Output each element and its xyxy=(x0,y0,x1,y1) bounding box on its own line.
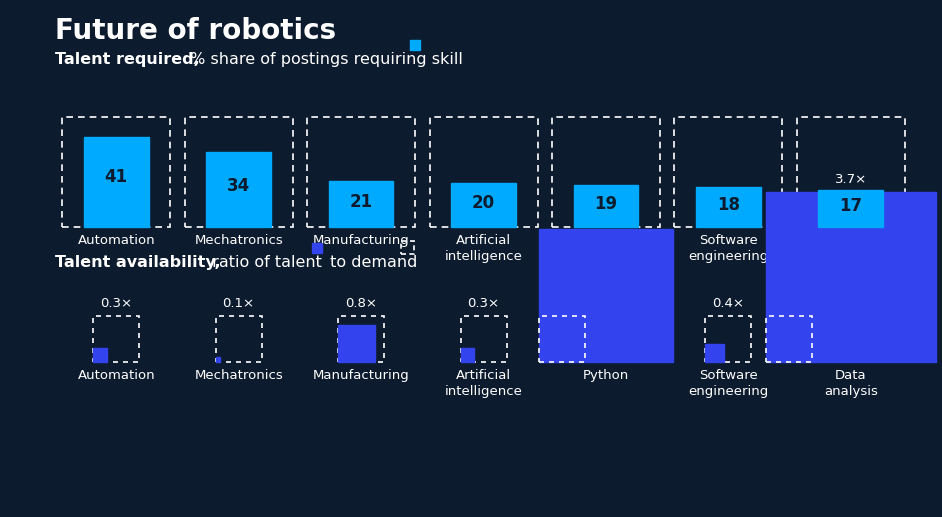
Text: Software
engineering: Software engineering xyxy=(689,234,769,263)
Bar xyxy=(766,192,936,362)
Text: Python: Python xyxy=(583,234,629,247)
Text: 0.3×: 0.3× xyxy=(467,297,499,310)
Text: 41: 41 xyxy=(105,169,128,187)
Bar xyxy=(410,40,420,50)
Bar xyxy=(461,348,475,362)
Text: Manufacturing: Manufacturing xyxy=(313,369,410,382)
Bar xyxy=(819,190,884,227)
Text: ratio of talent: ratio of talent xyxy=(207,255,322,270)
Text: 17: 17 xyxy=(839,197,862,216)
Text: Software
engineering: Software engineering xyxy=(689,369,769,398)
Bar xyxy=(696,187,761,227)
Text: to demand: to demand xyxy=(325,255,417,270)
Text: Automation: Automation xyxy=(77,234,155,247)
Text: 0.3×: 0.3× xyxy=(100,297,132,310)
Text: Future of robotics: Future of robotics xyxy=(55,17,336,45)
Text: Manufacturing: Manufacturing xyxy=(313,234,410,247)
Bar xyxy=(338,325,375,362)
Text: 0.4×: 0.4× xyxy=(712,297,744,310)
Bar xyxy=(706,344,723,362)
Text: Automation: Automation xyxy=(77,369,155,382)
Bar xyxy=(329,181,394,227)
Text: Mechatronics: Mechatronics xyxy=(194,369,283,382)
Text: Talent required,: Talent required, xyxy=(55,52,200,67)
Bar xyxy=(312,243,322,253)
Text: Mechatronics: Mechatronics xyxy=(194,234,283,247)
Text: 0.8×: 0.8× xyxy=(345,297,377,310)
Text: 18: 18 xyxy=(717,196,739,214)
Text: Data
analysis: Data analysis xyxy=(824,234,878,263)
Text: Artificial
intelligence: Artificial intelligence xyxy=(445,234,523,263)
Text: 20: 20 xyxy=(472,194,495,212)
Text: Talent availability,: Talent availability, xyxy=(55,255,220,270)
Bar xyxy=(93,348,107,362)
Bar xyxy=(206,152,271,227)
Bar xyxy=(84,137,149,227)
Bar xyxy=(539,229,673,362)
Bar xyxy=(451,183,516,227)
Text: Data
analysis: Data analysis xyxy=(824,369,878,398)
Text: 19: 19 xyxy=(594,195,618,213)
Text: 3.7×: 3.7× xyxy=(835,173,867,186)
Text: 2.9×: 2.9× xyxy=(590,209,622,223)
Bar xyxy=(574,185,639,227)
Text: 34: 34 xyxy=(227,177,251,195)
Text: Artificial
intelligence: Artificial intelligence xyxy=(445,369,523,398)
Text: Python: Python xyxy=(583,369,629,382)
Text: 21: 21 xyxy=(349,193,373,210)
Text: % share of postings requiring skill: % share of postings requiring skill xyxy=(185,52,463,67)
Bar xyxy=(216,357,220,362)
Text: 0.1×: 0.1× xyxy=(222,297,254,310)
